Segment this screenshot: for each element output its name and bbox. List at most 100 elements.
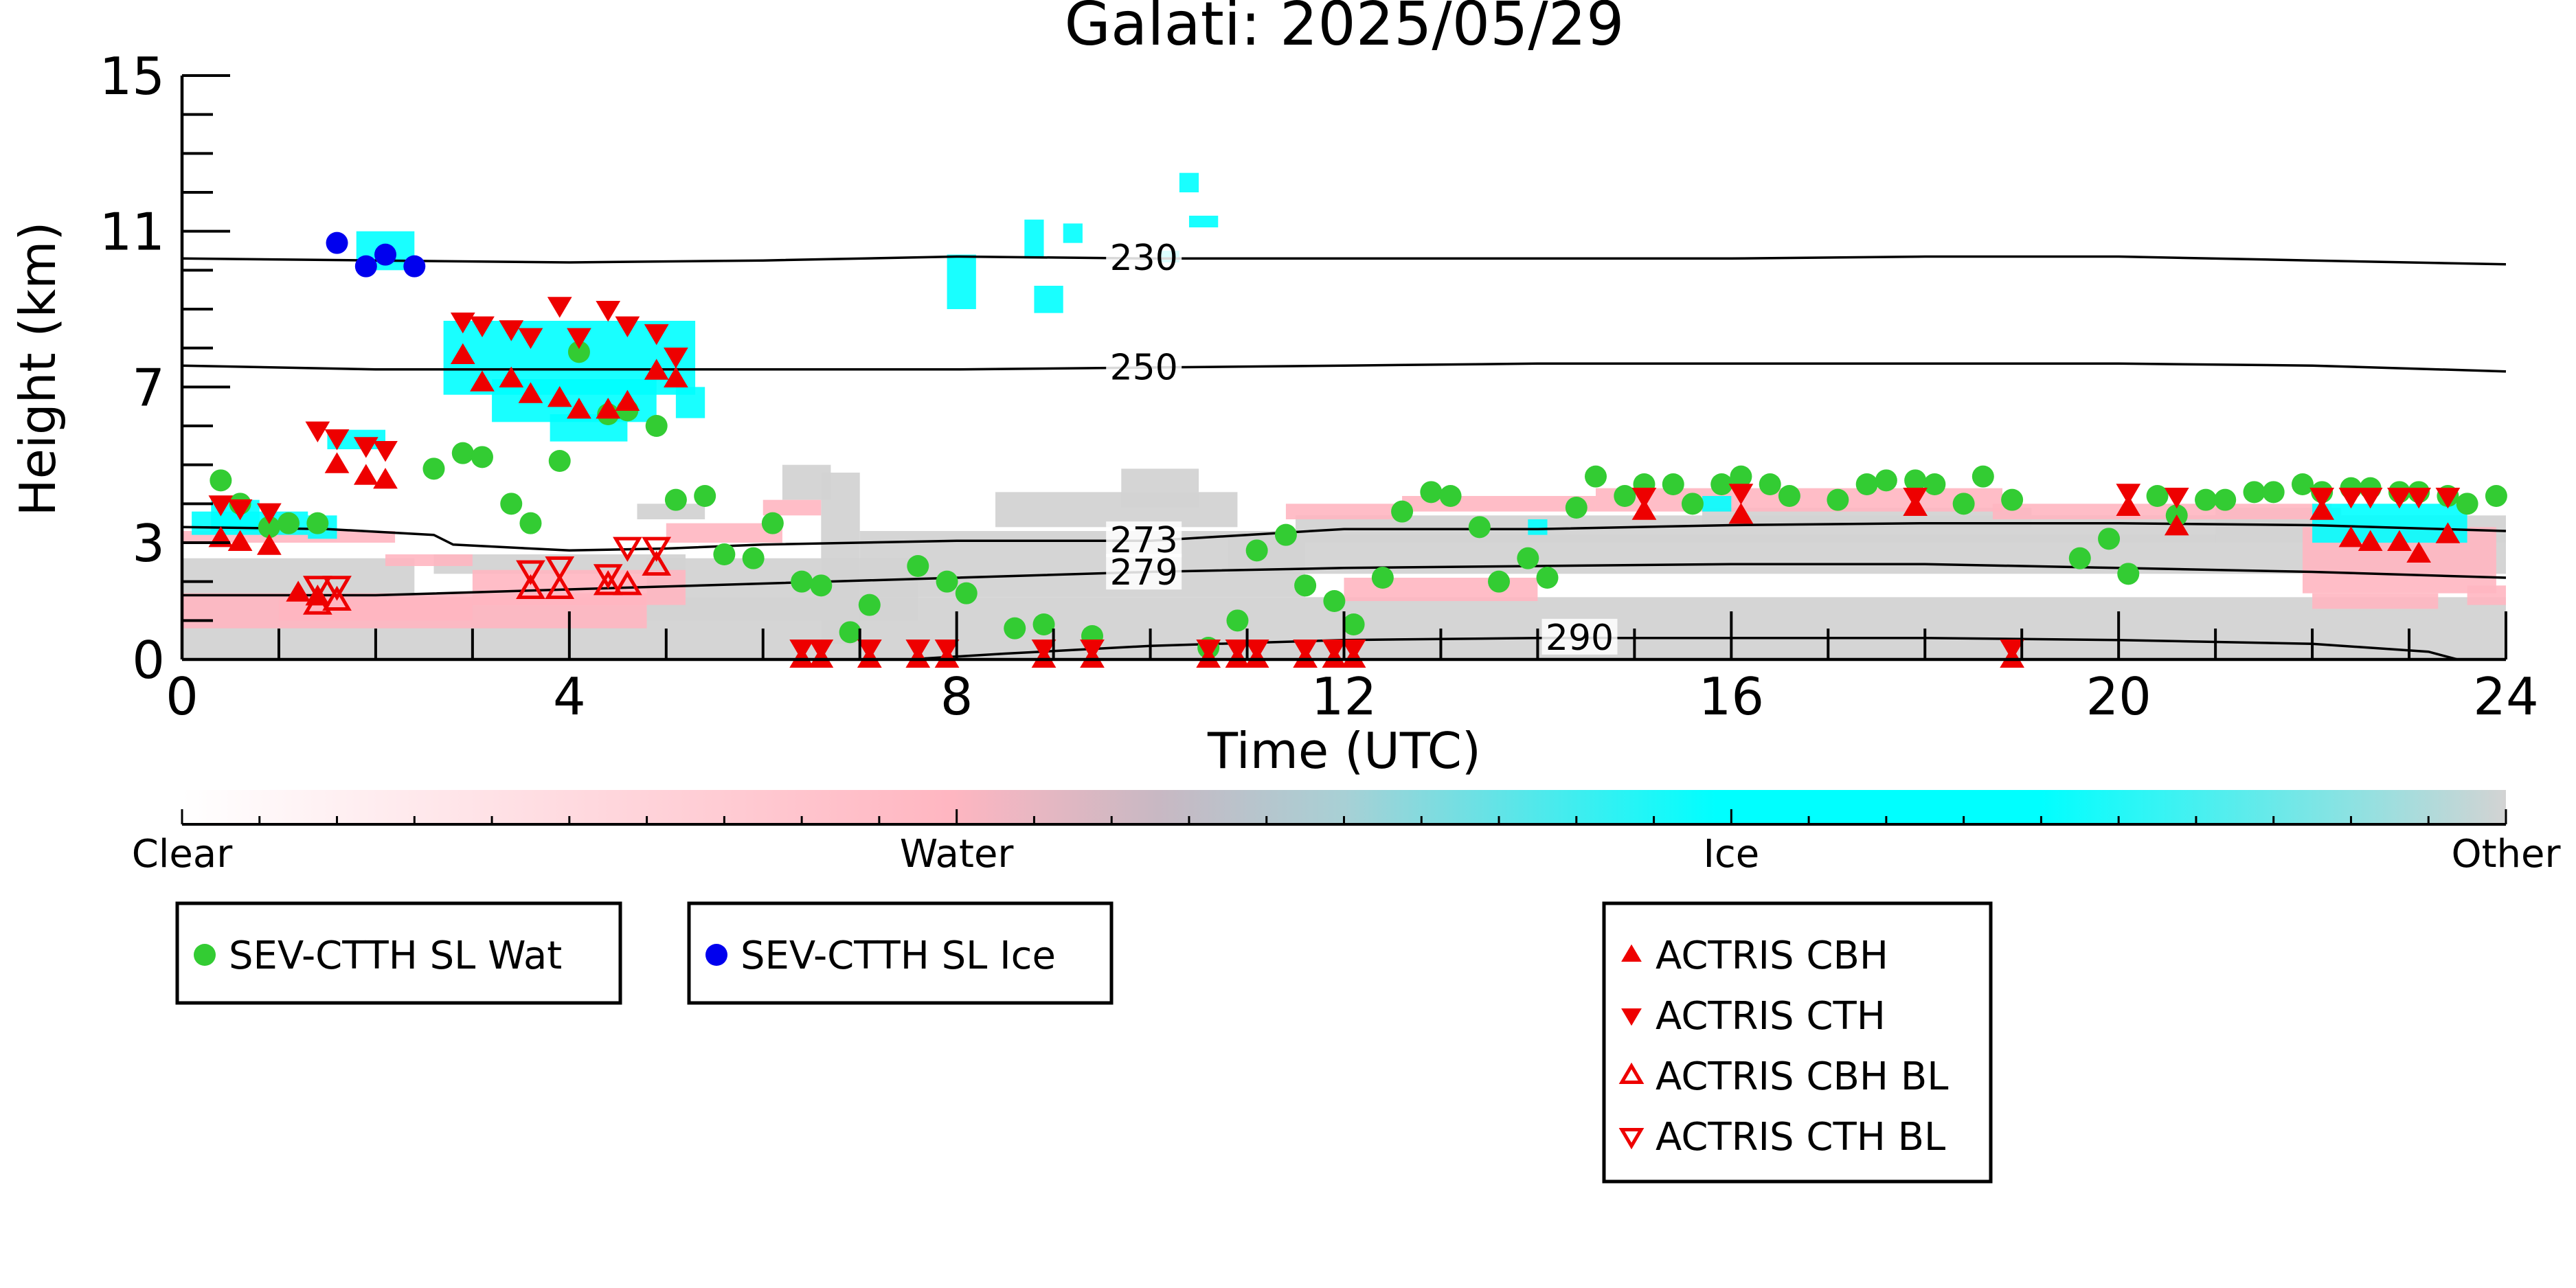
data-point [1536, 567, 1559, 589]
data-point [810, 574, 833, 597]
data-point [2214, 488, 2237, 511]
legend-marker [1621, 944, 1642, 962]
isotherm-label-bg [1106, 521, 1182, 558]
x-tick-label: 12 [1311, 666, 1377, 727]
data-point [1728, 484, 1754, 505]
data-point [324, 452, 350, 473]
data-point [1565, 497, 1588, 519]
isotherm-label: 230 [1110, 238, 1178, 279]
cloud-mask-water [385, 554, 473, 566]
data-point [1681, 493, 1704, 515]
colorbar-label: Other [2451, 832, 2561, 877]
data-point [2164, 515, 2189, 536]
data-point [1710, 473, 1733, 495]
colorbar-label: Water [900, 832, 1015, 877]
chart-title: Galati: 2025/05/29 [1065, 0, 1625, 59]
data-point [1875, 469, 1897, 492]
data-point [1342, 613, 1365, 635]
legend-marker [1618, 1062, 1645, 1085]
isotherm-label-bg [1541, 618, 1618, 655]
data-point [644, 324, 669, 346]
legend-marker [1621, 1008, 1642, 1026]
data-point [518, 382, 543, 403]
data-point [1759, 473, 1781, 495]
data-point [500, 493, 523, 515]
data-point [256, 503, 282, 524]
data-point [613, 570, 642, 596]
data-point [644, 359, 669, 380]
data-point [2406, 541, 2432, 563]
data-point [2291, 473, 2314, 495]
data-point [2262, 481, 2285, 504]
data-point [548, 450, 571, 472]
legend-marker [705, 944, 727, 966]
data-point [1728, 503, 1754, 524]
cloud-mask-water [2312, 593, 2439, 609]
legend-marker [194, 944, 216, 966]
data-point [2164, 487, 2189, 509]
data-point [664, 347, 688, 369]
x-tick-label: 16 [1699, 666, 1764, 727]
data-point [470, 316, 495, 337]
data-point [2358, 487, 2383, 509]
data-point [664, 488, 687, 511]
data-point [227, 499, 253, 521]
data-point [545, 556, 575, 582]
x-tick-label: 24 [2473, 666, 2538, 727]
data-point [471, 446, 493, 468]
y-axis-label: Height (km) [9, 222, 67, 517]
cloud-mask-other [637, 504, 705, 519]
data-point [547, 297, 572, 318]
x-tick-label: 8 [940, 666, 973, 727]
data-point [2117, 563, 2140, 585]
data-point [302, 589, 332, 615]
series-actris-cth [208, 297, 2461, 661]
data-point [791, 570, 813, 593]
data-point [1391, 500, 1414, 523]
data-point [422, 457, 445, 480]
legend-actris: ACTRIS CBH ACTRIS CTH ACTRIS CBH BL ACTRIS … [1602, 901, 1993, 1184]
data-point [519, 512, 542, 534]
isotherm-label-bg [1106, 554, 1182, 590]
cloud-mask-ice [1528, 519, 1548, 535]
data-point [742, 547, 765, 569]
data-point [713, 543, 736, 565]
data-point [258, 516, 280, 539]
y-tick-label: 11 [100, 202, 165, 262]
data-point [2195, 488, 2217, 511]
data-point [1274, 523, 1297, 546]
data-point [354, 255, 377, 278]
data-point [322, 576, 352, 601]
data-point [936, 570, 958, 593]
data-point [1322, 639, 1347, 661]
data-point [518, 328, 543, 349]
data-point [1323, 590, 1346, 612]
data-point [326, 231, 348, 254]
cloud-mask-ice [1063, 223, 1083, 243]
data-point [907, 555, 929, 577]
data-point [593, 564, 623, 589]
data-point [2001, 488, 2024, 511]
series-sev-ctth-sl-wat [210, 341, 2507, 659]
data-point [642, 536, 672, 562]
data-point [1293, 639, 1318, 661]
data-point [2338, 487, 2364, 509]
data-point [306, 512, 329, 534]
legend-sev-ice: SEV-CTTH SL Ice [687, 901, 1114, 1005]
isotherm-279 [182, 563, 2507, 597]
legend-sev-wat: SEV-CTTH SL Wat [175, 901, 622, 1005]
data-point [403, 255, 426, 278]
cloud-mask-ice [1179, 172, 1199, 192]
y-tick-label: 3 [132, 513, 165, 574]
legend-entry: ACTRIS CBH [1656, 934, 1888, 978]
data-point [470, 370, 495, 392]
legend-entry: ACTRIS CTH BL [1656, 1115, 1945, 1160]
data-point [1371, 567, 1394, 589]
data-point [1468, 516, 1491, 539]
cloud-mask-water [2467, 585, 2506, 605]
data-point [596, 398, 621, 419]
data-point [1420, 481, 1443, 504]
data-point [2309, 487, 2335, 509]
data-point [302, 576, 332, 601]
data-point [2456, 493, 2478, 515]
